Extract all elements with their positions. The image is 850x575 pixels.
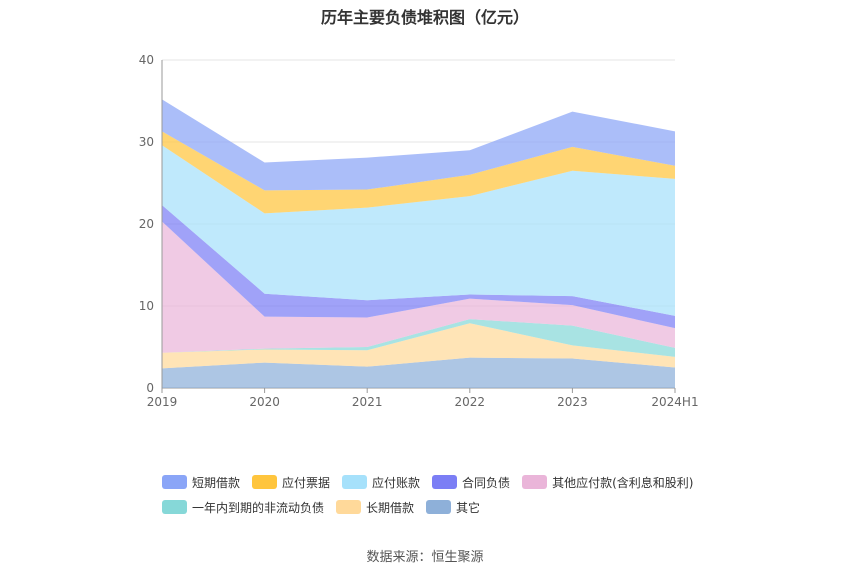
- legend-label: 一年内到期的非流动负债: [192, 500, 325, 515]
- legend-item[interactable]: 其它: [426, 498, 480, 516]
- legend-label: 其他应付款(含利息和股利): [552, 475, 694, 490]
- legend-label: 长期借款: [366, 500, 415, 515]
- legend-item[interactable]: 应付票据: [252, 473, 330, 491]
- legend-swatch: [432, 475, 458, 489]
- legend-label: 应付账款: [372, 475, 421, 490]
- legend-label: 合同负债: [462, 475, 511, 490]
- legend-item[interactable]: 一年内到期的非流动负债: [162, 498, 324, 516]
- legend-label: 应付票据: [282, 475, 331, 490]
- legend-swatch: [426, 500, 452, 514]
- x-tick-label: 2024H1: [651, 395, 698, 409]
- x-tick-label: 2023: [557, 395, 588, 409]
- x-tick-label: 2021: [352, 395, 383, 409]
- y-tick-label: 40: [139, 53, 154, 67]
- x-tick-label: 2022: [455, 395, 486, 409]
- area-series: [162, 205, 675, 329]
- area-series: [162, 319, 675, 357]
- legend-swatch: [522, 475, 548, 489]
- y-tick-label: 10: [139, 299, 154, 313]
- legend-item[interactable]: 应付账款: [342, 473, 420, 491]
- area-series: [162, 145, 675, 316]
- legend-swatch: [336, 500, 362, 514]
- legend-swatch: [252, 475, 278, 489]
- x-tick-label: 2019: [147, 395, 178, 409]
- legend-item[interactable]: 其他应付款(含利息和股利): [522, 473, 693, 491]
- y-tick-label: 30: [139, 135, 154, 149]
- area-series: [162, 131, 675, 214]
- area-series: [162, 221, 675, 353]
- legend-label: 其它: [456, 500, 481, 515]
- legend-swatch: [162, 475, 187, 489]
- legend: 短期借款 应付票据 应付账款 合同负债 其他应付款(含利息和股利) 一年内到期的非流动负债…: [162, 473, 722, 523]
- legend-swatch: [342, 475, 368, 489]
- legend-item[interactable]: 合同负债: [432, 473, 510, 491]
- legend-item[interactable]: 短期借款: [162, 473, 240, 491]
- y-tick-label: 0: [146, 381, 154, 395]
- area-series: [162, 357, 675, 388]
- area-series: [162, 323, 675, 369]
- area-series: [162, 99, 675, 191]
- legend-label: 短期借款: [192, 475, 241, 490]
- legend-swatch: [162, 500, 187, 514]
- data-source: 数据来源：恒生聚源: [366, 550, 484, 565]
- x-tick-label: 2020: [249, 395, 280, 409]
- chart-title: 历年主要负债堆积图（亿元）: [320, 8, 529, 27]
- legend-item[interactable]: 长期借款: [336, 498, 414, 516]
- y-tick-label: 20: [139, 217, 154, 231]
